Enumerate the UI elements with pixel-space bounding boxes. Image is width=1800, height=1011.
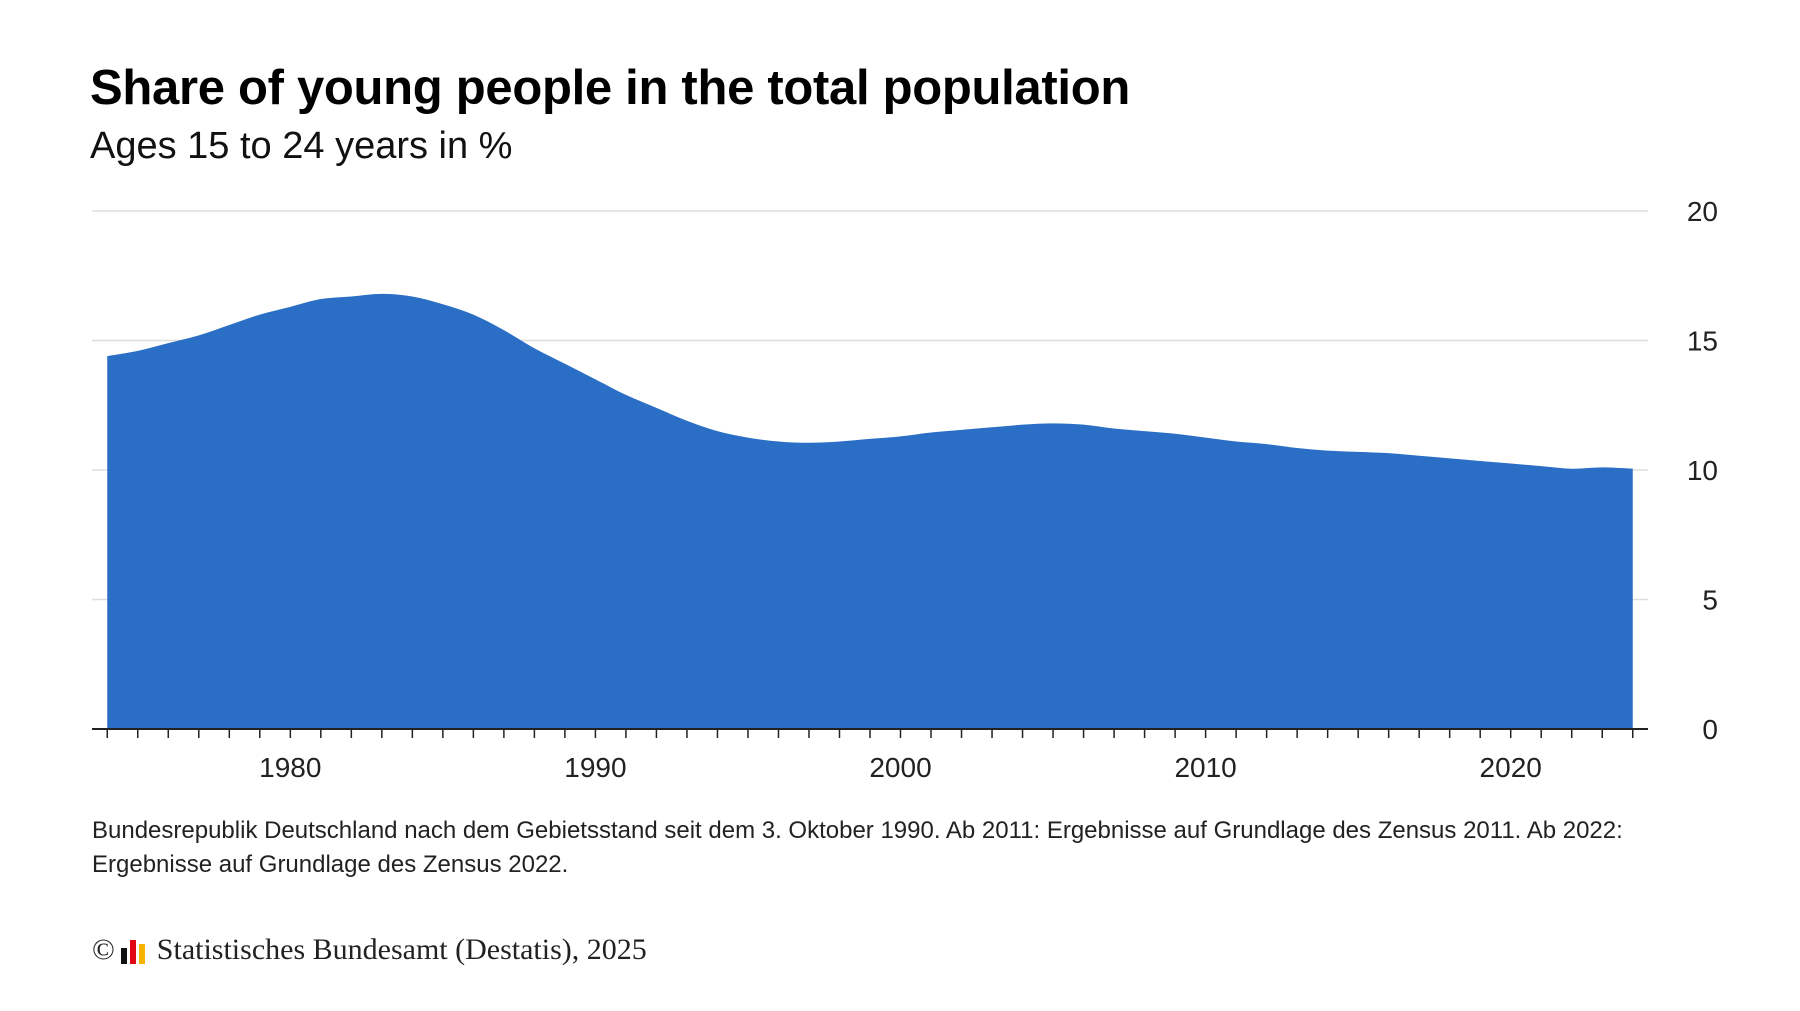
chart-subtitle: Ages 15 to 24 years in % — [90, 125, 513, 167]
destatis-logo-icon — [120, 940, 145, 964]
logo-bar-gold — [138, 944, 145, 964]
area-fill — [107, 293, 1633, 729]
logo-bar-red — [129, 940, 136, 964]
chart-footnote: Bundesrepublik Deutschland nach dem Gebi… — [92, 817, 1623, 878]
area-series — [107, 293, 1633, 729]
source-credit: © Statistisches Bundesamt (Destatis), 20… — [92, 932, 647, 968]
x-tick-label: 2020 — [1480, 752, 1542, 783]
y-axis: 0 5 10 15 20 — [1687, 196, 1718, 745]
y-tick-label: 15 — [1687, 326, 1718, 357]
chart-title: Share of young people in the total popul… — [90, 61, 1130, 115]
y-tick-label: 10 — [1687, 455, 1718, 486]
y-tick-label: 5 — [1702, 585, 1718, 616]
x-tick-label: 1990 — [564, 752, 626, 783]
x-tick-label: 2010 — [1174, 752, 1236, 783]
x-axis: 1980 1990 2000 2010 2020 — [92, 728, 1648, 783]
copyright-symbol: © — [92, 933, 115, 966]
y-tick-label: 20 — [1687, 196, 1718, 227]
y-tick-label: 0 — [1702, 714, 1718, 745]
x-tick-label: 1980 — [259, 752, 321, 783]
source-text: Statistisches Bundesamt (Destatis), 2025 — [156, 933, 647, 966]
area-chart: 1980 1990 2000 2010 2020 0 5 10 15 20 — [92, 196, 1718, 783]
logo-bar-black — [120, 948, 127, 964]
x-tick-label: 2000 — [869, 752, 931, 783]
